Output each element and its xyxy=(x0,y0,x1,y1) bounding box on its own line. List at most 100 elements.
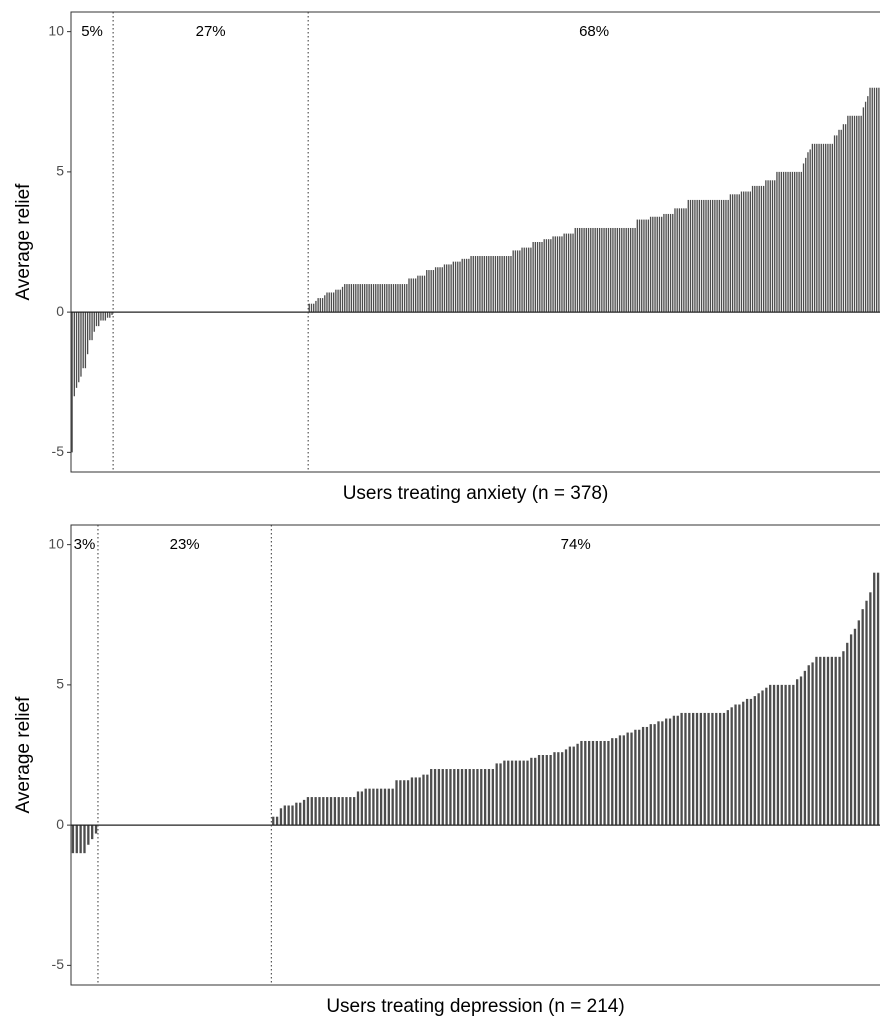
bar xyxy=(106,312,109,318)
bar xyxy=(516,250,519,313)
bar xyxy=(537,755,541,826)
bar xyxy=(418,777,421,826)
bar xyxy=(483,256,486,313)
bar xyxy=(507,760,510,826)
bar xyxy=(653,724,656,826)
bar xyxy=(372,788,375,826)
bar xyxy=(352,284,355,313)
bar xyxy=(621,227,623,313)
bar xyxy=(707,712,710,826)
bar xyxy=(638,729,641,826)
bar xyxy=(698,199,701,313)
bar xyxy=(591,740,595,826)
bar xyxy=(865,600,868,826)
bar xyxy=(840,129,842,313)
bar xyxy=(700,199,703,313)
bar xyxy=(443,264,446,313)
bar xyxy=(643,219,645,313)
bar xyxy=(326,797,329,826)
bar xyxy=(826,656,830,826)
bar xyxy=(445,769,448,826)
bar xyxy=(324,295,326,313)
bar xyxy=(468,258,470,313)
bar xyxy=(310,303,313,313)
bar xyxy=(355,284,357,313)
bar xyxy=(349,797,352,826)
bar xyxy=(729,194,732,313)
bar xyxy=(860,115,862,313)
bar xyxy=(833,135,836,313)
bar xyxy=(522,760,525,826)
bar xyxy=(317,298,319,313)
bar xyxy=(463,258,466,313)
bar xyxy=(665,718,668,826)
bar xyxy=(645,726,649,826)
bar xyxy=(321,298,324,313)
bar xyxy=(714,199,716,313)
bar xyxy=(805,157,807,313)
bar xyxy=(364,788,367,826)
bar xyxy=(629,227,632,313)
bar xyxy=(494,256,497,313)
bar xyxy=(822,656,826,826)
bar xyxy=(479,256,481,313)
bar xyxy=(490,256,492,313)
bar xyxy=(541,242,543,313)
bar xyxy=(622,735,625,826)
bar xyxy=(751,185,754,313)
bar xyxy=(279,808,283,826)
bar xyxy=(403,780,406,826)
bar xyxy=(530,757,533,826)
bar xyxy=(784,684,787,826)
bar xyxy=(861,609,864,826)
bar xyxy=(315,300,317,313)
bar xyxy=(787,171,789,313)
bar xyxy=(287,805,290,826)
bar xyxy=(747,191,749,313)
bar xyxy=(809,149,811,313)
bar xyxy=(799,676,803,826)
bar xyxy=(820,143,822,313)
bar xyxy=(95,312,98,327)
bar xyxy=(570,233,572,313)
bar xyxy=(603,227,605,313)
bar xyxy=(453,769,456,826)
bar xyxy=(576,743,579,826)
bar xyxy=(873,572,876,826)
bar xyxy=(802,163,805,313)
bar xyxy=(457,261,459,313)
bar xyxy=(807,152,809,313)
bar xyxy=(705,199,707,313)
bar xyxy=(695,712,699,826)
bar xyxy=(283,805,286,826)
bar xyxy=(559,236,561,313)
bar xyxy=(663,213,665,313)
bar xyxy=(359,284,361,313)
bar xyxy=(357,284,359,313)
bar xyxy=(534,757,537,826)
bar xyxy=(654,216,656,313)
bar xyxy=(599,740,602,826)
bar xyxy=(703,199,705,313)
bar xyxy=(501,256,503,313)
bar xyxy=(782,171,785,313)
bar xyxy=(652,216,654,313)
bar xyxy=(474,256,477,313)
bar xyxy=(328,292,330,313)
bar xyxy=(656,216,658,313)
bar xyxy=(636,219,638,313)
bar xyxy=(723,199,725,313)
bar xyxy=(788,684,791,826)
bar xyxy=(390,284,392,313)
bar xyxy=(350,284,353,313)
bar xyxy=(83,825,86,854)
bar xyxy=(581,227,583,313)
bar xyxy=(346,284,348,313)
bar xyxy=(472,256,474,313)
bar xyxy=(470,256,472,313)
bar xyxy=(417,275,419,313)
group-share-label: 74% xyxy=(561,536,591,553)
bar xyxy=(857,620,860,826)
bar xyxy=(878,87,880,313)
bar xyxy=(726,710,729,826)
